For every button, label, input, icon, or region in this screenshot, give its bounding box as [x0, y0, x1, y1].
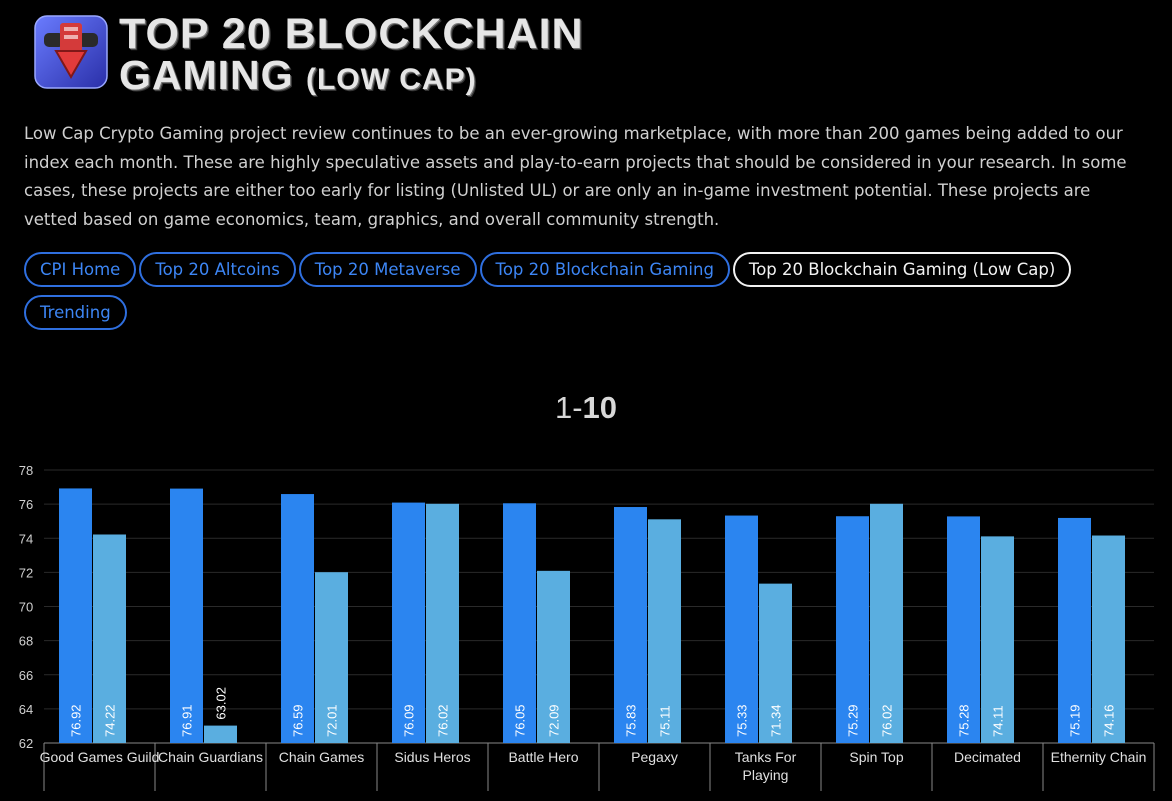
y-tick-label: 66 [19, 668, 33, 683]
y-tick-label: 74 [19, 531, 33, 546]
nav-pill-top-20-blockchain-gaming-low-cap[interactable]: Top 20 Blockchain Gaming (Low Cap) [732, 252, 1072, 287]
bar-series1 [725, 515, 758, 743]
nav-pill-top-20-altcoins[interactable]: Top 20 Altcoins [139, 252, 296, 287]
bar-value-label: 76.02 [880, 704, 895, 737]
page-title-gaming: GAMING [119, 52, 294, 98]
x-category-label: Tanks For Playing [735, 749, 797, 783]
bar-value-label: 75.19 [1068, 704, 1083, 737]
bar-value-label: 75.29 [846, 704, 861, 737]
chart-title-prefix: 1- [554, 390, 583, 425]
bar-series1 [1058, 517, 1091, 743]
nav-pill-trending[interactable]: Trending [24, 295, 127, 330]
bar-series2 [759, 583, 792, 743]
bar-value-label: 75.33 [735, 704, 750, 737]
bar-series2 [93, 534, 126, 743]
bar-series2 [981, 536, 1014, 743]
bar-series1 [503, 503, 536, 743]
x-category-label: Chain Guardians [158, 749, 263, 765]
y-tick-label: 70 [19, 600, 33, 615]
nav-pill-top-20-blockchain-gaming[interactable]: Top 20 Blockchain Gaming [479, 252, 730, 287]
y-tick-label: 62 [19, 736, 33, 751]
bar-series1 [836, 516, 869, 743]
bar-series2 [315, 572, 348, 743]
page-title: TOP 20 BLOCKCHAIN [119, 10, 584, 58]
y-tick-label: 68 [19, 634, 33, 649]
x-category-label: Chain Games [279, 749, 365, 765]
bar-value-label: 75.11 [658, 705, 673, 737]
bar-chart: 62 64 66 68 70 72 74 76 78 76.92 74.22 Good Games G… [19, 463, 1155, 791]
page-title-line2: GAMING (LOW CAP) [119, 52, 477, 99]
bar-value-label: 74.22 [103, 704, 118, 737]
y-tick-label: 76 [19, 497, 33, 512]
nav-pill-cpi-home[interactable]: CPI Home [24, 252, 137, 287]
chart-title: 1-10 [0, 390, 1172, 426]
y-tick-label: 64 [19, 702, 33, 717]
page-title-low-cap: (LOW CAP) [305, 63, 477, 96]
bar-value-label: 76.02 [436, 704, 451, 737]
x-category-label: Good Games Guild [40, 749, 160, 765]
bar-value-label: 76.91 [180, 704, 195, 737]
bar-series2 [426, 503, 459, 743]
bar-series2 [648, 519, 681, 743]
bar-series1 [281, 494, 314, 743]
bar-series1 [614, 507, 647, 743]
bar-series1 [59, 488, 92, 743]
nav-pills: CPI Home Top 20 Altcoins Top 20 Metaverse T… [24, 252, 1154, 338]
bar-value-label: 76.09 [402, 704, 417, 737]
bar-series1 [170, 488, 203, 743]
nav-pill-top-20-metaverse[interactable]: Top 20 Metaverse [298, 252, 477, 287]
bar-series1 [947, 516, 980, 743]
bar-value-label: 75.83 [624, 704, 639, 737]
bar-value-label: 76.05 [513, 704, 528, 737]
bar-value-label: 63.02 [214, 687, 229, 720]
x-category-label: Battle Hero [508, 749, 578, 765]
x-category-label: Pegaxy [631, 749, 678, 765]
bar-series2 [870, 503, 903, 743]
y-tick-label: 78 [19, 463, 33, 478]
bar-value-label: 74.11 [991, 705, 1006, 737]
bar-value-label: 75.28 [957, 704, 972, 737]
x-category-label: Sidus Heros [394, 749, 470, 765]
bar-value-label: 72.09 [547, 704, 562, 737]
x-category-label: Ethernity Chain [1051, 749, 1147, 765]
blockchain-gaming-logo [34, 15, 108, 89]
y-tick-label: 72 [19, 565, 33, 580]
bar-value-label: 76.92 [69, 704, 84, 737]
intro-paragraph: Low Cap Crypto Gaming project review con… [24, 124, 1127, 229]
bar-value-label: 76.59 [291, 704, 306, 737]
x-category-label: Decimated [954, 749, 1021, 765]
x-category-label: Spin Top [849, 749, 903, 765]
bar-value-label: 74.16 [1102, 704, 1117, 737]
bar-series2 [1092, 535, 1125, 743]
bar-series1 [392, 502, 425, 743]
bar-value-label: 71.34 [769, 704, 784, 737]
bar-series2 [204, 725, 237, 743]
chart-title-number: 10 [582, 390, 618, 425]
bar-value-label: 72.01 [325, 704, 340, 737]
bar-series2 [537, 570, 570, 743]
